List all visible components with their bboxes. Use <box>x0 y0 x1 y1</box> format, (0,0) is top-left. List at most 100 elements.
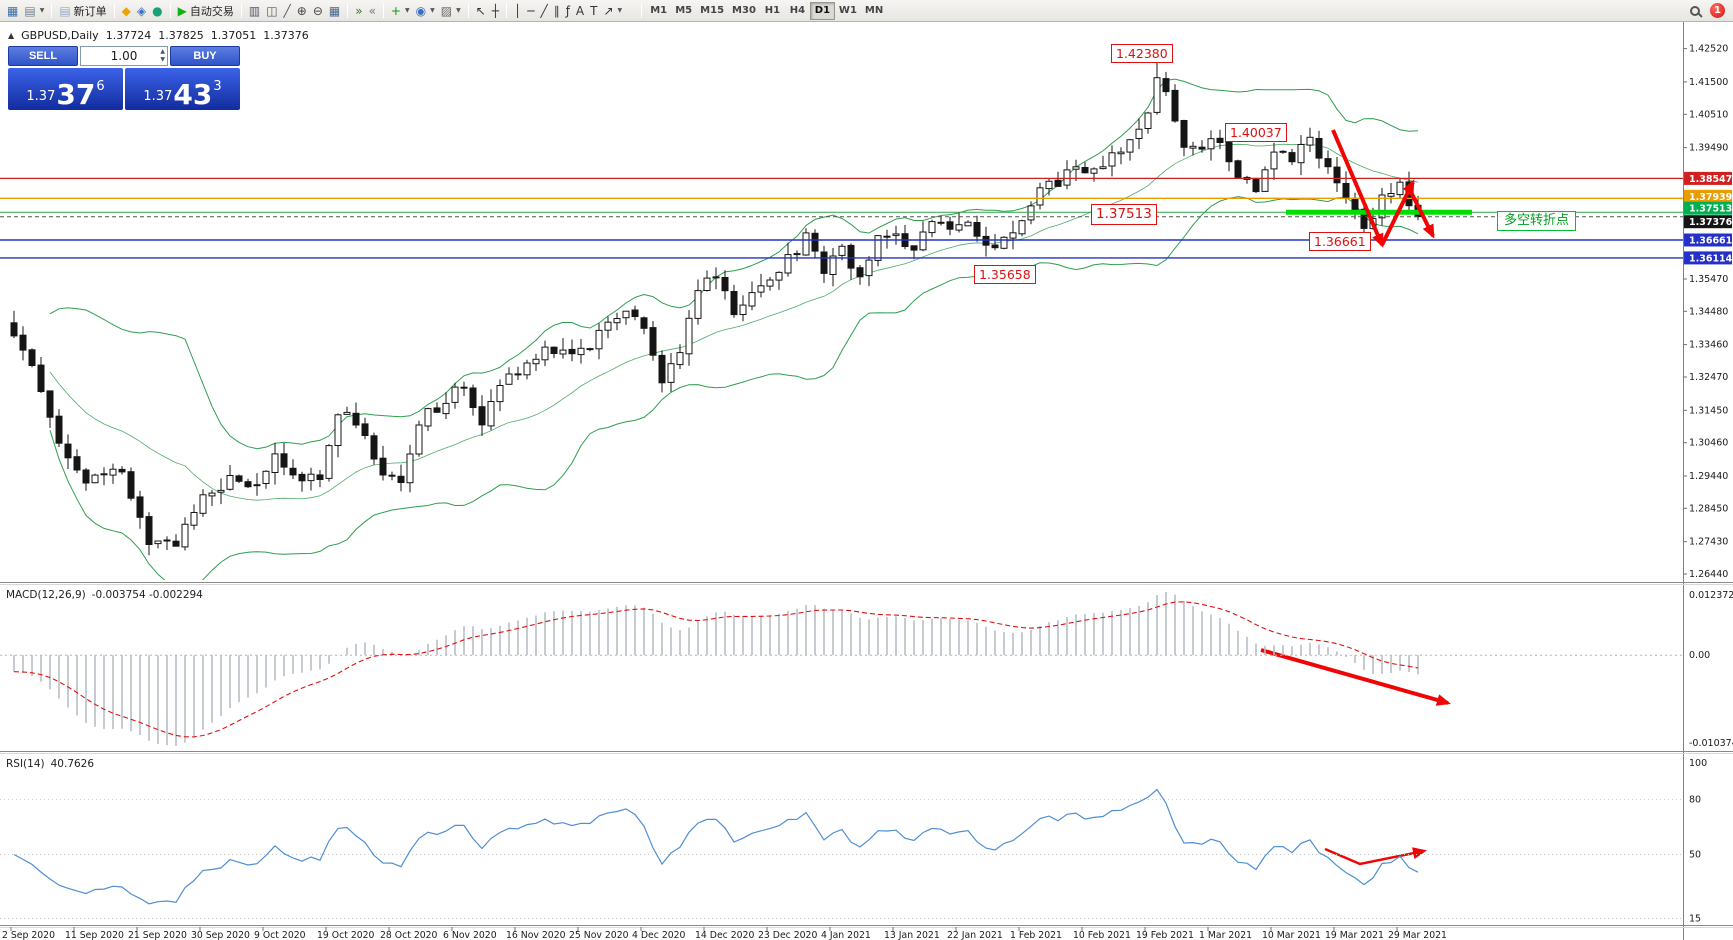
toolbar-button-horizontal-line[interactable]: ─ <box>524 1 537 21</box>
price-annotation[interactable]: 1.42380 <box>1111 44 1173 63</box>
toolbar-button-trendline[interactable]: ╱ <box>537 1 550 21</box>
toolbar-button-text[interactable]: A <box>573 1 587 21</box>
timeframe-mn[interactable]: MN <box>864 5 884 16</box>
note-text: 多空转折点 <box>1504 213 1570 228</box>
toolbar-button-chart-shift[interactable]: « <box>366 1 379 21</box>
toolbar-button-zoom-in[interactable]: ⊕ <box>294 1 310 21</box>
autotrading-icon: ▶ <box>177 3 187 18</box>
toolbar-button-auto-scroll[interactable]: » <box>352 1 365 21</box>
svg-text:1.41500: 1.41500 <box>1689 77 1728 88</box>
svg-text:2 Sep 2020: 2 Sep 2020 <box>2 930 55 940</box>
toolbar-button-crosshair[interactable]: ┼ <box>489 1 502 21</box>
svg-text:1.37513: 1.37513 <box>1689 204 1732 215</box>
time-axis[interactable]: 2 Sep 2020 11 Sep 2020 21 Sep 2020 30 Sep 2… <box>2 927 1447 940</box>
timeframe-d1[interactable]: D1 <box>809 1 835 20</box>
toolbar-button-cursor[interactable]: ↖ <box>473 1 489 21</box>
toolbar-button-vertical-line[interactable]: │ <box>511 1 524 21</box>
sell-button[interactable]: SELL <box>8 46 78 66</box>
svg-text:13 Jan 2021: 13 Jan 2021 <box>884 930 940 940</box>
candlestick-mode-icon: ◫ <box>266 3 278 18</box>
candlestick-series <box>10 53 1422 556</box>
svg-text:1.37376: 1.37376 <box>1689 217 1733 228</box>
toolbar-button-templates[interactable]: ▨ ▼ <box>438 1 464 21</box>
buy-price-display[interactable]: 1.37 43 3 <box>125 68 240 110</box>
toolbar-button-fibonacci[interactable]: ƒ <box>563 1 573 21</box>
toolbar-button-indicators-add[interactable]: + ▼ <box>388 1 413 21</box>
timeframe-m15[interactable]: M15 <box>700 5 725 16</box>
svg-text:21 Sep 2020: 21 Sep 2020 <box>128 930 187 940</box>
svg-text:28 Oct 2020: 28 Oct 2020 <box>380 930 438 940</box>
line-chart-mode-icon: ╱ <box>283 3 291 18</box>
toolbar-button-candlestick-mode[interactable]: ◫ <box>263 1 280 21</box>
svg-text:1.33460: 1.33460 <box>1689 340 1728 351</box>
svg-text:100: 100 <box>1689 758 1707 769</box>
toolbar-separator <box>641 3 643 18</box>
one-click-trading-panel: SELL 1.00 ▲ ▼ BUY 1.37 37 6 1.37 43 3 <box>8 46 240 110</box>
toolbar-buttons: ▦ ▤ ▼ ▤ 新订单 ◆ ◈ ● ▶ 自动交易 ▥ ◫ ╱ ⊕ ⊖ ▦» «+ ▼ ◉ ▼ ▨ ▼ ↖ ┼ │ ─ ╱ ∥ ƒ A T ↗ ▼ <box>4 1 625 21</box>
svg-text:1.38547: 1.38547 <box>1689 174 1732 185</box>
timeframe-m30[interactable]: M30 <box>732 5 756 16</box>
buy-button[interactable]: BUY <box>170 46 240 66</box>
svg-text:29 Mar 2021: 29 Mar 2021 <box>1388 930 1447 940</box>
price-annotation[interactable]: 1.35658 <box>974 265 1036 284</box>
fibonacci-icon: ƒ <box>565 3 570 18</box>
toolbar-button-autotrading[interactable]: ▶ 自动交易 <box>175 1 237 21</box>
navigator-icon: ◈ <box>136 3 147 18</box>
price-down-arrow-2 <box>1406 185 1435 239</box>
terminal-icon: ● <box>152 3 163 18</box>
svg-text:19 Feb 2021: 19 Feb 2021 <box>1136 930 1194 940</box>
sell-price-display[interactable]: 1.37 37 6 <box>8 68 123 110</box>
timeframe-m5[interactable]: M5 <box>675 5 693 16</box>
toolbar-button-terminal[interactable]: ● <box>149 1 165 21</box>
price-annotation[interactable]: 1.40037 <box>1225 123 1287 142</box>
sell-price-big: 37 <box>56 78 96 112</box>
svg-text:1.35470: 1.35470 <box>1689 274 1728 285</box>
svg-text:25 Nov 2020: 25 Nov 2020 <box>569 930 629 940</box>
timeframe-h4[interactable]: H4 <box>789 5 806 16</box>
horizontal-levels[interactable] <box>0 177 1683 259</box>
timeframe-h1[interactable]: H1 <box>764 5 781 16</box>
toolbar-button-zoom-out[interactable]: ⊖ <box>310 1 326 21</box>
bar-chart-mode-icon: ▥ <box>248 3 261 18</box>
volume-spin-buttons[interactable]: ▲ ▼ <box>160 48 165 64</box>
new-chart-icon: ▦ <box>7 3 19 18</box>
toolbar: ▦ ▤ ▼ ▤ 新订单 ◆ ◈ ● ▶ 自动交易 ▥ ◫ ╱ ⊕ ⊖ ▦» «+ ▼ ◉ ▼ ▨ ▼ ↖ ┼ │ ─ ╱ ∥ ƒ A T ↗ ▼… <box>0 0 1733 22</box>
notification-badge[interactable]: 1 <box>1710 3 1725 18</box>
timeframe-m1[interactable]: M1 <box>650 5 668 16</box>
price-scale[interactable]: 1.42520 1.41500 1.40510 1.39490 1.35470 1.344… <box>1683 44 1733 580</box>
autotrading-label: 自动交易 <box>189 4 234 18</box>
new-order-icon: ▤ <box>59 3 71 18</box>
toolbar-button-new-order[interactable]: ▤ 新订单 <box>56 1 109 21</box>
toolbar-button-navigator[interactable]: ◈ <box>134 1 149 21</box>
buy-price-point: 3 <box>213 79 222 94</box>
volume-stepper[interactable]: 1.00 ▲ ▼ <box>80 46 168 66</box>
macd-down-arrow <box>1260 648 1451 706</box>
macd-label: MACD(12,26,9) -0.003754 -0.002294 <box>6 589 203 601</box>
toolbar-separator <box>347 3 349 18</box>
toolbar-button-text-label[interactable]: T <box>587 1 600 21</box>
toolbar-button-profiles[interactable]: ▤ ▼ <box>21 1 47 21</box>
timeframe-w1[interactable]: W1 <box>838 5 857 16</box>
ohlc-high: 1.37825 <box>158 29 204 42</box>
note-box[interactable]: 多空转折点 <box>1497 211 1577 231</box>
toolbar-button-quotes[interactable]: ◆ <box>119 1 134 21</box>
svg-text:0.00: 0.00 <box>1689 650 1710 661</box>
horizontal-line-icon: ─ <box>527 3 535 18</box>
toolbar-button-periods[interactable]: ◉ ▼ <box>413 1 438 21</box>
svg-text:1.42520: 1.42520 <box>1689 44 1728 55</box>
buy-price-prefix: 1.37 <box>143 89 173 104</box>
price-annotation[interactable]: 1.36661 <box>1309 232 1371 251</box>
toolbar-button-line-chart-mode[interactable]: ╱ <box>281 1 294 21</box>
toolbar-button-equidistant-channel[interactable]: ∥ <box>551 1 563 21</box>
toolbar-button-tile-windows[interactable]: ▦ <box>326 1 343 21</box>
svg-text:4 Jan 2021: 4 Jan 2021 <box>821 930 871 940</box>
svg-text:11 Sep 2020: 11 Sep 2020 <box>65 930 124 940</box>
toolbar-button-arrows[interactable]: ↗ ▼ <box>600 1 625 21</box>
toolbar-separator <box>467 3 469 18</box>
price-annotation[interactable]: 1.37513 <box>1091 204 1157 225</box>
toolbar-button-new-chart[interactable]: ▦ <box>4 1 21 21</box>
search-icon[interactable] <box>1690 5 1700 16</box>
toolbar-button-bar-chart-mode[interactable]: ▥ <box>246 1 263 21</box>
collapse-icon[interactable]: ▲ <box>8 31 15 40</box>
